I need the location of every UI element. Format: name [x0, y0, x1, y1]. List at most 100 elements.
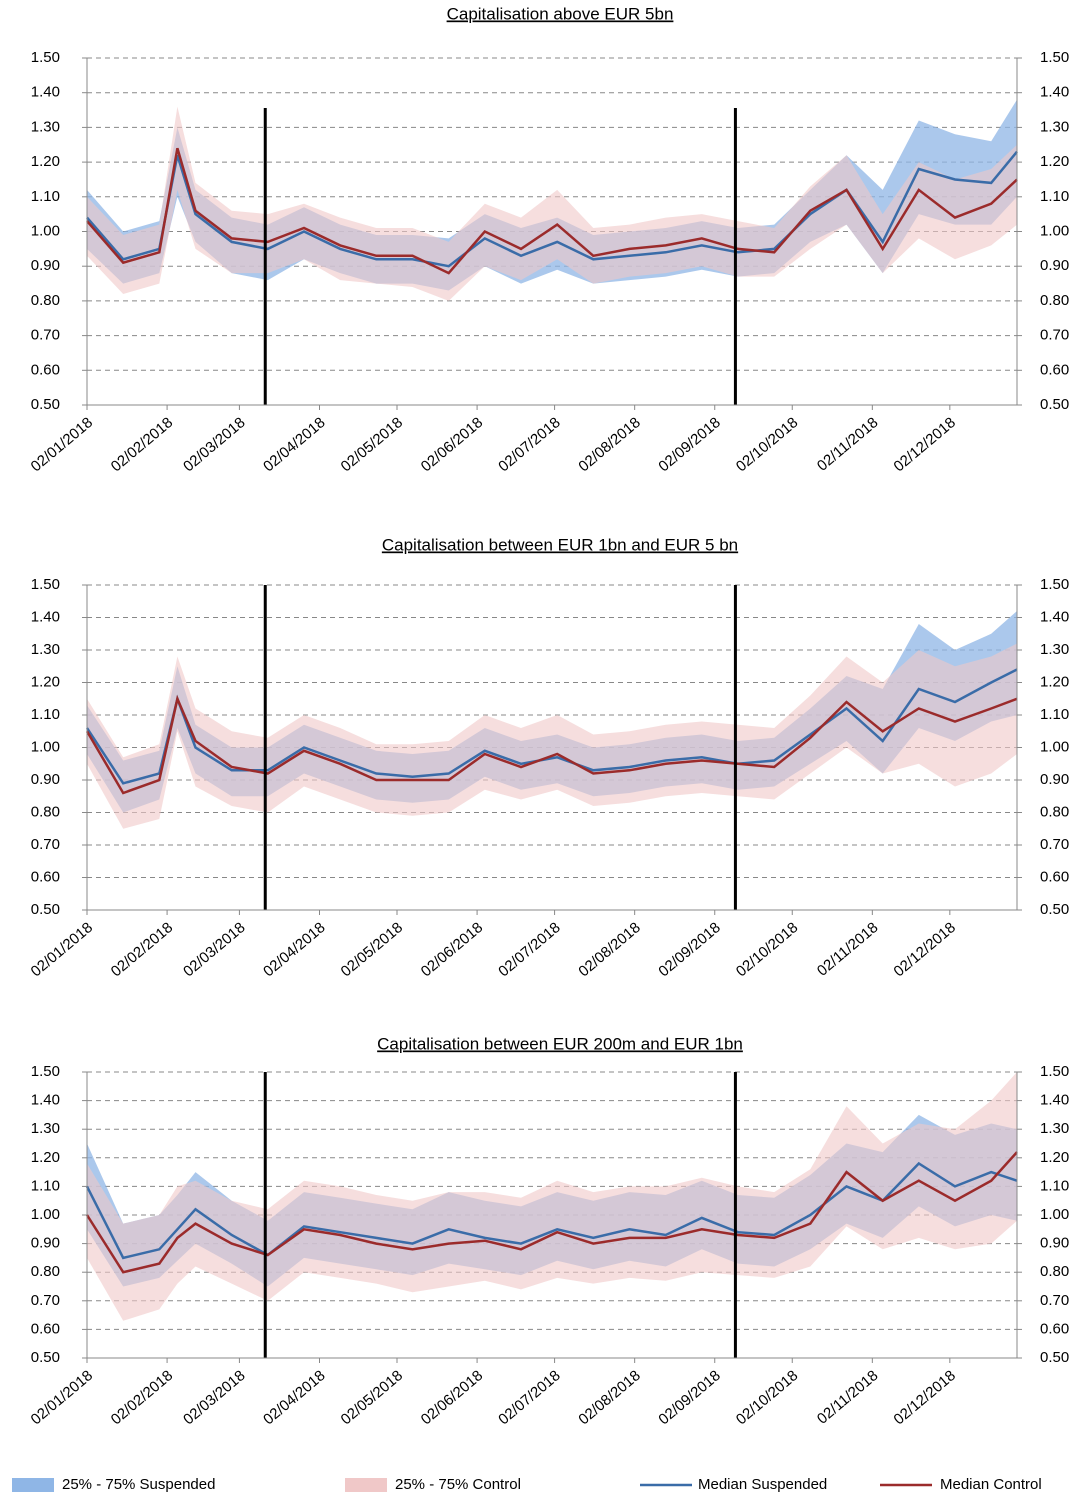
- x-tick-label: 02/09/2018: [655, 919, 723, 980]
- x-tick-label: 02/12/2018: [891, 414, 959, 475]
- x-tick-label: 02/05/2018: [338, 919, 406, 980]
- y-tick-label: 1.50: [31, 576, 60, 593]
- y2-tick-label: 0.70: [1040, 327, 1069, 344]
- y2-tick-label: 1.40: [1040, 608, 1069, 625]
- y2-tick-label: 1.00: [1040, 1206, 1069, 1223]
- x-tick-label: 02/01/2018: [28, 414, 96, 475]
- median-line: [86, 150, 1018, 268]
- y-tick-label: 0.70: [31, 836, 60, 853]
- iqr-band: [87, 1072, 1017, 1321]
- iqr-band: [87, 643, 1017, 829]
- median-line: [85, 1151, 1018, 1274]
- y2-tick-label: 1.10: [1040, 706, 1069, 723]
- y-tick-label: 0.50: [31, 396, 60, 413]
- y2-tick-label: 0.80: [1040, 803, 1069, 820]
- y2-tick-label: 1.40: [1040, 1092, 1069, 1109]
- x-tick-label: 02/06/2018: [418, 919, 486, 980]
- x-tick-label: 02/02/2018: [108, 919, 176, 980]
- y-tick-label: 1.00: [31, 1206, 60, 1223]
- y-tick-label: 0.70: [31, 327, 60, 344]
- x-tick-label: 02/01/2018: [28, 1367, 96, 1428]
- median-line: [86, 147, 1018, 275]
- chart-title: Capitalisation above EUR 5bn: [447, 4, 674, 23]
- x-tick-label: 02/03/2018: [180, 414, 248, 475]
- y-tick-label: 0.80: [31, 292, 60, 309]
- x-tick-label: 02/08/2018: [575, 1367, 643, 1428]
- y-tick-label: 0.80: [31, 1263, 60, 1280]
- y-tick-label: 1.00: [31, 738, 60, 755]
- x-tick-label: 02/06/2018: [418, 1367, 486, 1428]
- legend-swatch: [12, 1478, 54, 1492]
- y2-tick-label: 1.30: [1040, 1120, 1069, 1137]
- x-tick-label: 02/02/2018: [108, 1367, 176, 1428]
- x-tick-label: 02/05/2018: [338, 414, 406, 475]
- x-tick-label: 02/12/2018: [891, 919, 959, 980]
- y2-tick-label: 0.60: [1040, 361, 1069, 378]
- y2-tick-label: 0.60: [1040, 1320, 1069, 1337]
- x-tick-label: 02/08/2018: [575, 414, 643, 475]
- y2-tick-label: 1.20: [1040, 1149, 1069, 1166]
- y-tick-label: 1.40: [31, 1092, 60, 1109]
- y-tick-label: 0.80: [31, 803, 60, 820]
- y-tick-label: 1.30: [31, 118, 60, 135]
- x-tick-label: 02/04/2018: [260, 919, 328, 980]
- y2-tick-label: 1.50: [1040, 49, 1069, 66]
- y-tick-label: 1.40: [31, 608, 60, 625]
- y2-tick-label: 1.50: [1040, 576, 1069, 593]
- y2-tick-label: 1.30: [1040, 641, 1069, 658]
- y2-tick-label: 0.80: [1040, 1263, 1069, 1280]
- y2-tick-label: 0.50: [1040, 1349, 1069, 1366]
- y-tick-label: 0.90: [31, 771, 60, 788]
- y2-tick-label: 1.10: [1040, 1177, 1069, 1194]
- chart-title: Capitalisation between EUR 1bn and EUR 5…: [382, 535, 738, 554]
- y-tick-label: 1.30: [31, 641, 60, 658]
- y-tick-label: 0.90: [31, 1235, 60, 1252]
- y-tick-label: 1.50: [31, 1063, 60, 1080]
- x-tick-label: 02/12/2018: [891, 1367, 959, 1428]
- y-tick-label: 1.10: [31, 706, 60, 723]
- x-tick-label: 02/07/2018: [495, 414, 563, 475]
- chart-title: Capitalisation between EUR 200m and EUR …: [377, 1034, 743, 1053]
- x-tick-label: 02/11/2018: [814, 1367, 882, 1428]
- x-tick-label: 02/01/2018: [28, 919, 96, 980]
- y-tick-label: 0.50: [31, 1349, 60, 1366]
- x-tick-label: 02/07/2018: [495, 1367, 563, 1428]
- x-tick-label: 02/11/2018: [814, 919, 882, 980]
- x-tick-label: 02/08/2018: [575, 919, 643, 980]
- y-tick-label: 1.20: [31, 153, 60, 170]
- y2-tick-label: 0.80: [1040, 292, 1069, 309]
- y2-tick-label: 0.50: [1040, 901, 1069, 918]
- y-tick-label: 1.20: [31, 1149, 60, 1166]
- legend-label: Median Suspended: [698, 1476, 827, 1493]
- y-tick-label: 1.30: [31, 1120, 60, 1137]
- x-tick-label: 02/05/2018: [338, 1367, 406, 1428]
- y-tick-label: 1.10: [31, 188, 60, 205]
- y2-tick-label: 0.90: [1040, 771, 1069, 788]
- x-tick-label: 02/10/2018: [733, 414, 801, 475]
- x-tick-label: 02/10/2018: [733, 1367, 801, 1428]
- y-tick-label: 0.60: [31, 361, 60, 378]
- legend-label: Median Control: [940, 1476, 1042, 1493]
- y2-tick-label: 1.10: [1040, 188, 1069, 205]
- y-tick-label: 0.50: [31, 901, 60, 918]
- x-tick-label: 02/04/2018: [260, 414, 328, 475]
- y2-tick-label: 0.90: [1040, 257, 1069, 274]
- y2-tick-label: 1.20: [1040, 673, 1069, 690]
- y-tick-label: 1.20: [31, 673, 60, 690]
- y2-tick-label: 0.90: [1040, 1235, 1069, 1252]
- x-tick-label: 02/09/2018: [655, 414, 723, 475]
- x-tick-label: 02/02/2018: [108, 414, 176, 475]
- iqr-band: [87, 106, 1017, 301]
- y2-tick-label: 1.30: [1040, 118, 1069, 135]
- y-tick-label: 0.60: [31, 1320, 60, 1337]
- y-tick-label: 0.60: [31, 868, 60, 885]
- y-tick-label: 1.00: [31, 222, 60, 239]
- x-tick-label: 02/04/2018: [260, 1367, 328, 1428]
- legend-label: 25% - 75% Suspended: [62, 1476, 215, 1493]
- y2-tick-label: 0.50: [1040, 396, 1069, 413]
- y2-tick-label: 1.00: [1040, 222, 1069, 239]
- y2-tick-label: 1.40: [1040, 84, 1069, 101]
- y-tick-label: 0.70: [31, 1292, 60, 1309]
- y2-tick-label: 1.50: [1040, 1063, 1069, 1080]
